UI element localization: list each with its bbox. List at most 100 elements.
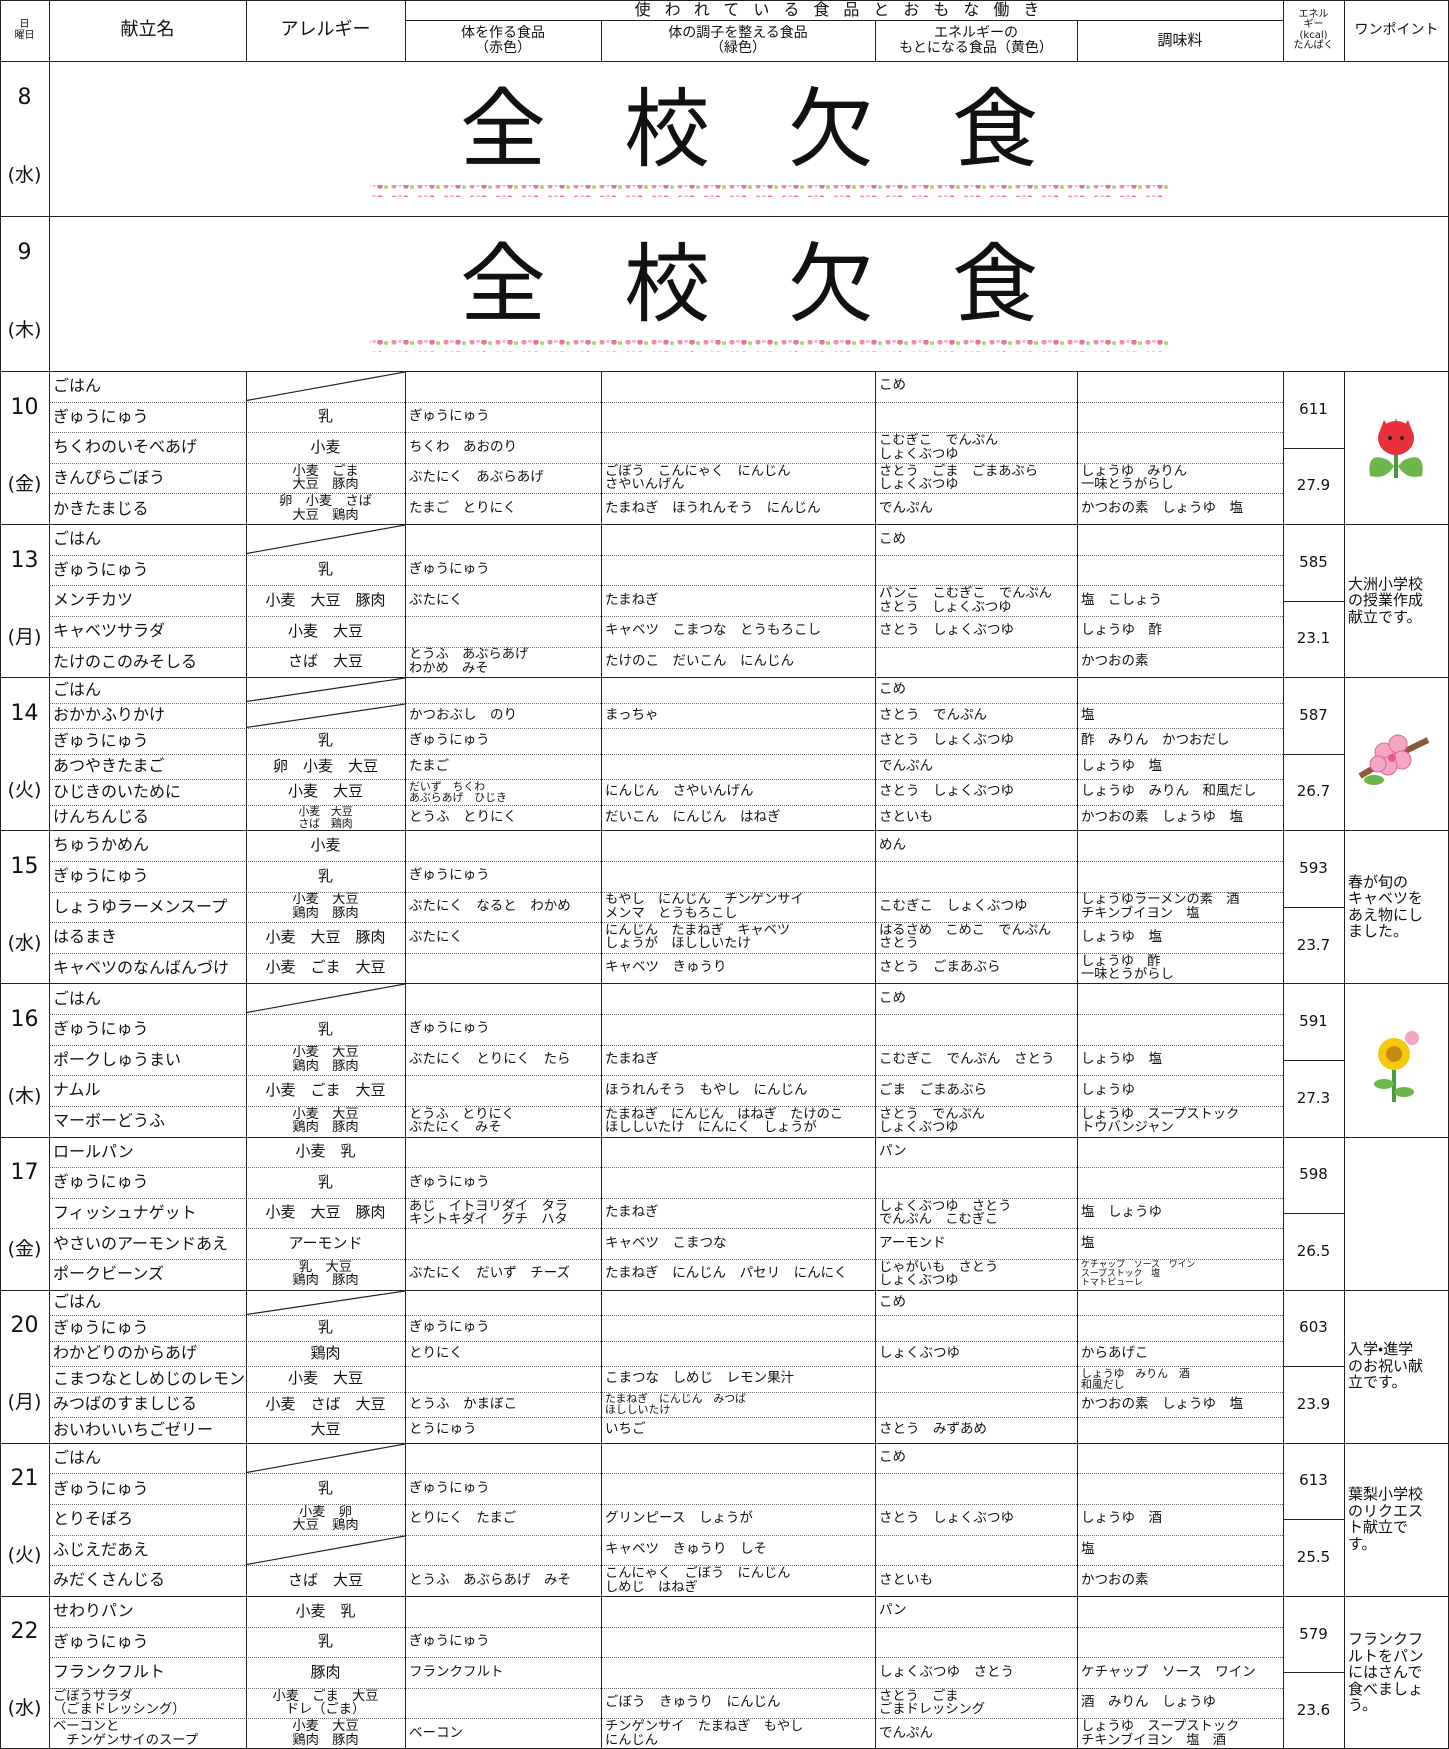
day-date: 14 xyxy=(10,700,39,726)
cell-border xyxy=(1283,0,1284,61)
cell-border xyxy=(1077,1136,1078,1290)
food-seasoning: からあげこ xyxy=(1081,1344,1149,1361)
cell-border xyxy=(875,677,876,831)
cell-border xyxy=(1344,1442,1345,1596)
food-red: ぎゅうにゅう xyxy=(409,408,490,425)
cell-border xyxy=(601,1442,602,1596)
cell-border xyxy=(0,983,1449,985)
row-divider xyxy=(49,1565,1283,1567)
energy-kcal: 593 xyxy=(1299,858,1328,877)
menu-name: しょうゆラーメンスープ xyxy=(53,896,228,916)
food-yellow: パン xyxy=(879,1602,907,1619)
row-divider xyxy=(49,1014,1283,1016)
food-yellow: さとう しょくぶつゆ xyxy=(879,783,1014,800)
food-seasoning: しょうゆ 塩 xyxy=(1081,1051,1162,1068)
cell-border xyxy=(405,1442,406,1596)
food-yellow: でんぷん xyxy=(879,1724,933,1741)
row-divider xyxy=(49,1366,1283,1368)
day-date: 13 xyxy=(10,547,39,573)
cell-border xyxy=(246,830,247,984)
row-divider xyxy=(49,1417,1283,1419)
food-red: フランクフルト xyxy=(409,1663,504,1680)
menu-name: とりそぼろ xyxy=(53,1509,134,1529)
food-red: ぎゅうにゅう xyxy=(409,1319,490,1336)
allergy: 小麦 大豆 鶏肉 豚肉 xyxy=(292,1106,359,1136)
allergy: 小麦 さば 大豆 xyxy=(265,1394,386,1413)
cell-border xyxy=(1077,983,1078,1137)
cell-border xyxy=(246,677,247,831)
row-divider xyxy=(49,1504,1283,1506)
food-yellow: しょくぶつゆ xyxy=(879,1344,960,1361)
menu-name: ぎゅうにゅう xyxy=(53,1317,149,1337)
row-divider xyxy=(49,462,1283,464)
food-seasoning: 酒 みりん しょうゆ xyxy=(1081,1694,1216,1711)
allergy: 小麦 ごま 大豆 豚肉 xyxy=(292,463,359,493)
protein: 25.5 xyxy=(1296,1547,1331,1566)
cell-border xyxy=(875,1442,876,1596)
one-point: 春が旬の キャベツを あえ物にし ました。 xyxy=(1348,872,1424,941)
no-allergy-slash xyxy=(246,524,405,555)
header-green: 体の調子を整える食品 （緑色） xyxy=(668,25,808,56)
menu-name: マーボーどうふ xyxy=(53,1111,166,1131)
food-red: ぶたにく xyxy=(409,928,463,945)
header-menu: 献立名 xyxy=(120,19,175,41)
food-seasoning: しょうゆ みりん 和風だし xyxy=(1081,783,1257,800)
menu-name: フランクフルト xyxy=(53,1662,166,1682)
row-divider xyxy=(49,1391,1283,1393)
food-yellow: さとう でんぷん しょくぶつゆ xyxy=(879,1106,986,1136)
cell-border xyxy=(1344,524,1345,678)
cell-border xyxy=(49,830,50,984)
protein: 23.1 xyxy=(1296,629,1331,648)
cell-border xyxy=(0,371,1449,372)
cell-border xyxy=(246,0,247,61)
cell-border xyxy=(405,1595,406,1749)
allergy: 小麦 大豆 鶏肉 豚肉 xyxy=(292,1045,359,1074)
allergy: 小麦 ごま 大豆 xyxy=(265,1080,386,1099)
one-point: 葉梨小学校 のリクエス ト献立で す。 xyxy=(1348,1485,1424,1553)
menu-name: ちゅうかめん xyxy=(53,835,150,855)
food-seasoning: しょうゆ 酒 xyxy=(1081,1510,1162,1527)
day-weekday: (水) xyxy=(7,931,42,954)
food-green: だいこん にんじん はねぎ xyxy=(605,808,781,825)
header-point: ワンポイント xyxy=(1354,22,1439,39)
header-seasoning: 調味料 xyxy=(1157,30,1203,49)
day-date: 8 xyxy=(17,84,32,110)
menu-name: キャベツのなんばんづけ xyxy=(53,957,230,977)
energy-kcal: 598 xyxy=(1299,1165,1328,1184)
cell-border xyxy=(1283,1519,1344,1521)
cell-border xyxy=(1283,753,1344,755)
cell-border xyxy=(875,1289,876,1443)
menu-name: おいわいいちごゼリー xyxy=(53,1419,214,1439)
row-divider xyxy=(49,1259,1283,1261)
food-red: ベーコン xyxy=(409,1724,463,1741)
menu-name: ごはん xyxy=(53,1292,102,1312)
allergy: 乳 xyxy=(317,1019,333,1038)
day-weekday: (火) xyxy=(7,778,42,801)
tulip-icon xyxy=(1369,418,1423,478)
slash xyxy=(246,524,405,555)
slash xyxy=(246,703,405,728)
allergy: 乳 xyxy=(317,407,333,426)
energy-kcal: 579 xyxy=(1299,1624,1328,1643)
allergy: アーモンド xyxy=(288,1234,363,1253)
food-red: ぎゅうにゅう xyxy=(409,561,490,578)
cell-border xyxy=(875,1595,876,1749)
food-red: ぶたにく あぶらあげ xyxy=(409,469,544,486)
day-weekday: (水) xyxy=(7,164,42,186)
food-yellow: こむぎこ でんぷん さとう xyxy=(879,1051,1055,1068)
cell-border xyxy=(1283,1366,1344,1368)
cell-border xyxy=(0,1595,1449,1597)
day-weekday: (金) xyxy=(7,472,42,495)
food-yellow: さとう でんぷん xyxy=(879,706,987,723)
cherry-blossom-icon xyxy=(1358,734,1430,785)
row-divider xyxy=(49,1340,1283,1342)
food-green: キャベツ こまつな xyxy=(605,1234,727,1251)
food-red: ぎゅうにゅう xyxy=(409,867,490,884)
food-green: たけのこ だいこん にんじん xyxy=(605,653,794,670)
day-date: 9 xyxy=(17,239,32,265)
food-seasoning: しょうゆ スープストック トウバンジャン xyxy=(1081,1106,1240,1136)
menu-name: ぎゅうにゅう xyxy=(53,1019,149,1039)
cell-border xyxy=(1283,1289,1284,1443)
row-divider xyxy=(49,1197,1283,1199)
cell-border xyxy=(1077,20,1078,61)
